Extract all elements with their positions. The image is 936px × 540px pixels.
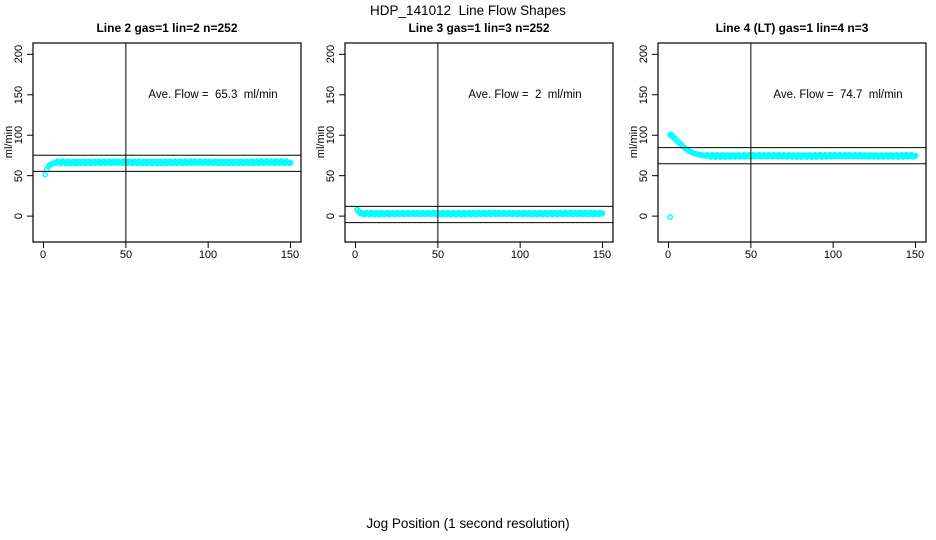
y-tick-label: 100 (13, 125, 25, 145)
x-tick-label: 0 (664, 249, 672, 261)
panel-line-3: Line 3 gas=1 lin=3 n=252 ml/min 200 150 … (312, 20, 614, 280)
y-tick-label: 150 (638, 85, 650, 105)
y-tick-label: 0 (638, 212, 650, 220)
x-tick-label: 50 (744, 249, 758, 261)
y-tick-label: 50 (13, 169, 25, 183)
ave-flow-annotation: Ave. Flow = 65.3 ml/min (148, 89, 278, 101)
x-tick-label: 150 (905, 249, 925, 261)
plot-box (652, 42, 927, 248)
panel-title: Line 3 gas=1 lin=3 n=252 (408, 21, 550, 35)
ave-flow-annotation: Ave. Flow = 74.7 ml/min (773, 89, 903, 101)
panel-title: Line 2 gas=1 lin=2 n=252 (96, 21, 238, 35)
x-tick-label: 50 (431, 249, 445, 261)
plot-box (339, 42, 614, 248)
panel-line-4: Line 4 (LT) gas=1 lin=4 n=3 ml/min 200 1… (625, 20, 927, 280)
y-tick-label: 150 (325, 85, 337, 105)
x-tick-label: 150 (280, 249, 300, 261)
y-tick-label: 100 (325, 125, 337, 145)
y-tick-label: 200 (13, 44, 25, 64)
x-tick-label: 150 (592, 249, 612, 261)
x-tick-label: 0 (39, 249, 47, 261)
y-tick-label: 200 (638, 44, 650, 64)
panel-line-2: Line 2 gas=1 lin=2 n=252 ml/min 200 150 … (0, 20, 302, 280)
y-tick-label: 100 (638, 125, 650, 145)
y-tick-label: 50 (638, 169, 650, 183)
y-tick-label: 200 (325, 44, 337, 64)
y-tick-label: 0 (325, 212, 337, 220)
x-axis-outer-label: Jog Position (1 second resolution) (366, 516, 570, 531)
x-tick-label: 100 (198, 249, 218, 261)
x-tick-label: 0 (351, 249, 359, 261)
plot-box (27, 42, 302, 248)
ave-flow-annotation: Ave. Flow = 2 ml/min (468, 89, 582, 101)
panel-title: Line 4 (LT) gas=1 lin=4 n=3 (715, 21, 869, 35)
figure-title: HDP_141012 Line Flow Shapes (370, 3, 566, 18)
y-tick-label: 150 (13, 85, 25, 105)
y-tick-label: 50 (325, 169, 337, 183)
x-tick-label: 50 (119, 249, 133, 261)
y-tick-label: 0 (13, 212, 25, 220)
x-tick-label: 100 (510, 249, 530, 261)
x-tick-label: 100 (823, 249, 843, 261)
